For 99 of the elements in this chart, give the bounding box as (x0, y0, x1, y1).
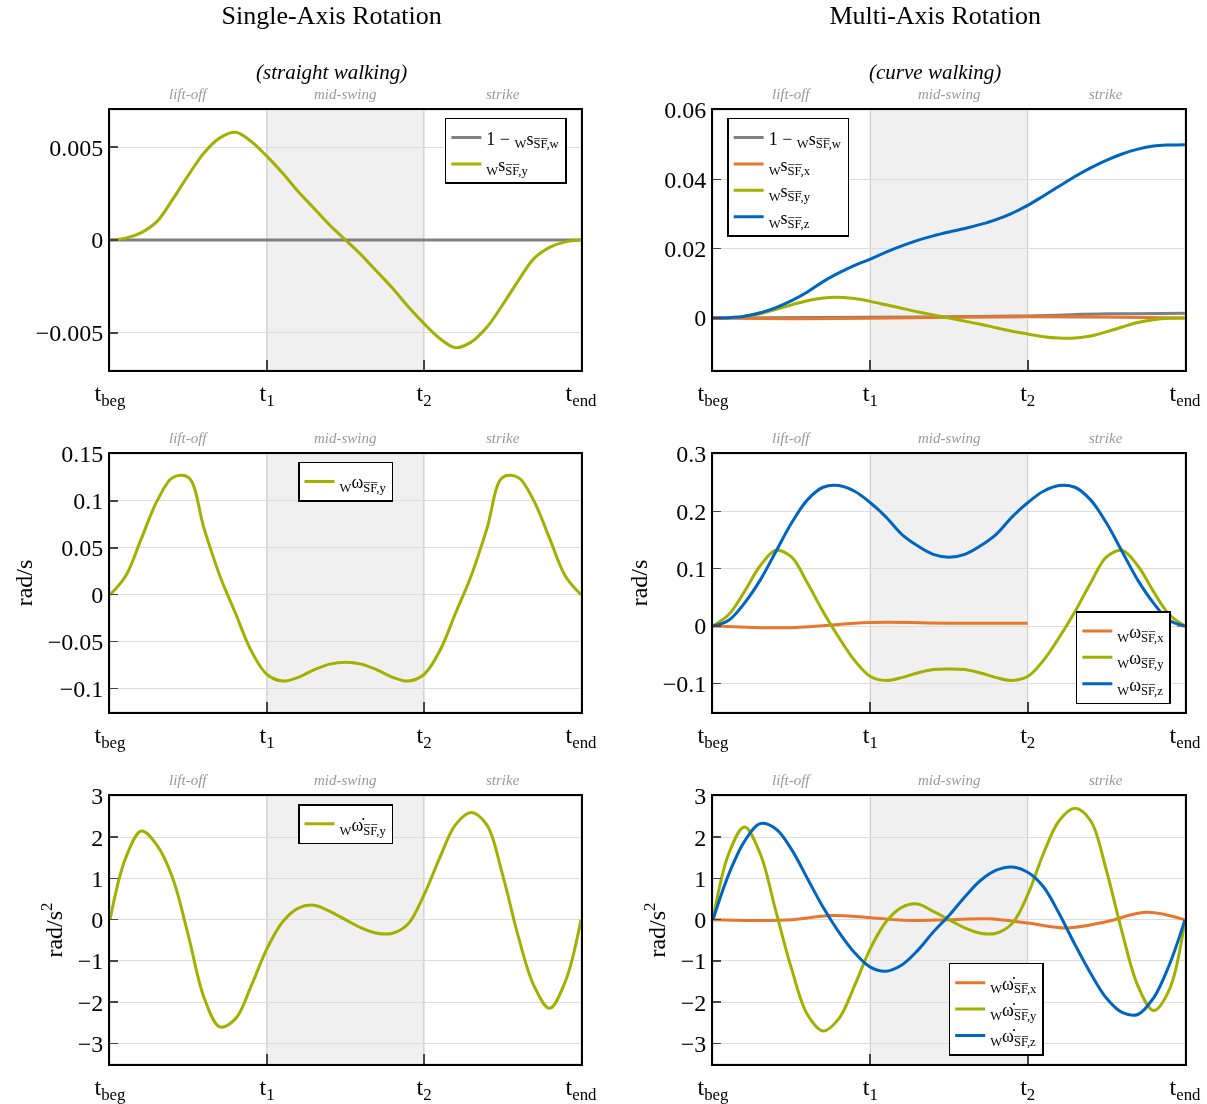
band-label: lift-off (169, 86, 209, 102)
y-tick-label: 0 (694, 305, 707, 332)
y-tick-label: 0.1 (676, 556, 707, 583)
y-tick-label: −0.05 (47, 629, 104, 656)
legend-label: $_{W}$ω̇$_{S̅F̅,x}$ (990, 973, 1038, 997)
y-tick-label: 0 (694, 907, 707, 934)
line-series (713, 548, 1185, 682)
legend-label: $_{W}$s$_{S̅F̅,y}$ (486, 154, 529, 178)
y-tick-label: 3 (694, 783, 707, 810)
band-label: mid-swing (314, 86, 377, 102)
x-tick-label: t$_{end}$ (1169, 721, 1202, 752)
legend-label: $_{W}$ω$_{S̅F̅,y}$ (339, 472, 387, 496)
y-tick-label: −1 (680, 948, 707, 975)
y-tick-label: −1 (77, 948, 104, 975)
y-tick-label: 1 (694, 865, 707, 892)
y-tick-label: −0.005 (35, 320, 104, 347)
line-series (110, 130, 581, 350)
y-tick-label: 0.2 (676, 498, 707, 525)
y-tick-label: 0 (91, 227, 104, 254)
y-tick-label: −2 (680, 989, 707, 1016)
chart-title: Single-Axis Rotation (221, 1, 442, 31)
x-tick-label: t$_{2}$ (416, 379, 432, 410)
band-label: lift-off (772, 86, 812, 102)
line-series (713, 910, 1185, 930)
chart-title: Multi-Axis Rotation (829, 1, 1042, 31)
y-tick-label: 0.1 (73, 488, 104, 515)
x-tick-label: t$_{1}$ (259, 379, 275, 410)
y-tick-label: −3 (77, 1030, 104, 1057)
y-axis-title: rad/s (11, 559, 38, 607)
band-label: lift-off (772, 772, 812, 788)
band-label: strike (486, 86, 520, 102)
y-tick-label: 0.04 (664, 166, 707, 193)
band-label: strike (1089, 86, 1123, 102)
x-tick-label: t$_{end}$ (565, 721, 598, 752)
legend-label: 1 − $_{W}$s$_{S̅F̅,w}$ (768, 128, 842, 152)
x-tick-label: t$_{1}$ (862, 1073, 878, 1104)
x-tick-label: t$_{2}$ (1020, 721, 1036, 752)
chart-subtitle: (straight walking) (256, 59, 408, 84)
band-label: mid-swing (918, 86, 981, 102)
x-tick-label: t$_{end}$ (1169, 1073, 1202, 1104)
legend-label: $_{W}$s$_{S̅F̅,x}$ (768, 154, 811, 178)
y-tick-label: 0.005 (49, 134, 104, 161)
y-tick-label: 2 (694, 824, 707, 851)
band-label: lift-off (169, 430, 209, 446)
y-tick-label: 2 (91, 824, 104, 851)
y-tick-label: −3 (680, 1030, 707, 1057)
y-tick-label: −0.1 (59, 675, 104, 702)
band-label: lift-off (772, 430, 812, 446)
y-tick-label: 1 (91, 865, 104, 892)
x-tick-label: t$_{1}$ (862, 379, 878, 410)
legend-label: $_{W}$ω$_{S̅F̅,z}$ (1117, 674, 1164, 698)
x-tick-label: t$_{beg}$ (697, 379, 730, 410)
x-tick-label: t$_{2}$ (1020, 379, 1036, 410)
y-tick-label: 0 (91, 907, 104, 934)
x-tick-label: t$_{1}$ (259, 721, 275, 752)
band-label: lift-off (169, 772, 209, 788)
y-tick-label: 0.02 (664, 236, 707, 263)
band-label: mid-swing (314, 430, 377, 446)
band-label: mid-swing (918, 772, 981, 788)
y-tick-label: −0.1 (662, 670, 707, 697)
x-tick-label: t$_{beg}$ (94, 379, 127, 410)
y-axis-title: rad/s (626, 559, 653, 607)
band-label: mid-swing (314, 772, 377, 788)
y-tick-label: 0.15 (61, 441, 104, 468)
band-label: strike (1089, 430, 1123, 446)
x-tick-label: t$_{end}$ (565, 1073, 598, 1104)
legend-label: $_{W}$s$_{S̅F̅,y}$ (768, 181, 811, 205)
legend-label: 1 − $_{W}$s$_{S̅F̅,w}$ (486, 128, 560, 152)
x-tick-label: t$_{1}$ (862, 721, 878, 752)
x-tick-label: t$_{1}$ (259, 1073, 275, 1104)
legend-label: $_{W}$ω$_{S̅F̅,y}$ (1117, 648, 1165, 672)
band-label: strike (486, 430, 520, 446)
legend-label: $_{W}$ω̇$_{S̅F̅,y}$ (990, 1000, 1038, 1023)
x-tick-label: t$_{end}$ (565, 379, 598, 410)
legend-label: $_{W}$s$_{S̅F̅,z}$ (768, 207, 810, 231)
x-tick-label: t$_{beg}$ (94, 1073, 127, 1104)
x-tick-label: t$_{2}$ (416, 1073, 432, 1104)
band-label: mid-swing (918, 430, 981, 446)
line-series (110, 810, 581, 1029)
x-tick-label: t$_{beg}$ (94, 721, 127, 752)
line-series (713, 483, 1185, 628)
y-tick-label: 3 (91, 783, 104, 810)
x-tick-label: t$_{2}$ (1020, 1073, 1036, 1104)
y-tick-label: −2 (77, 989, 104, 1016)
band-label: strike (1089, 772, 1123, 788)
chart-subtitle: (curve walking) (869, 59, 1002, 84)
legend-label: $_{W}$ω̇$_{S̅F̅,y}$ (339, 814, 387, 838)
x-tick-label: t$_{2}$ (416, 721, 432, 752)
y-tick-label: 0.05 (61, 535, 104, 562)
band-label: strike (486, 772, 520, 788)
x-tick-label: t$_{beg}$ (697, 1073, 730, 1104)
legend-label: $_{W}$ω$_{S̅F̅,x}$ (1117, 621, 1165, 645)
x-tick-label: t$_{end}$ (1169, 379, 1202, 410)
y-tick-label: 0 (694, 613, 707, 640)
legend-label: $_{W}$ω̇$_{S̅F̅,z}$ (990, 1026, 1037, 1050)
y-tick-label: 0.06 (664, 97, 707, 124)
y-tick-label: 0 (91, 582, 104, 609)
y-tick-label: 0.3 (676, 441, 707, 468)
x-tick-label: t$_{beg}$ (697, 721, 730, 752)
